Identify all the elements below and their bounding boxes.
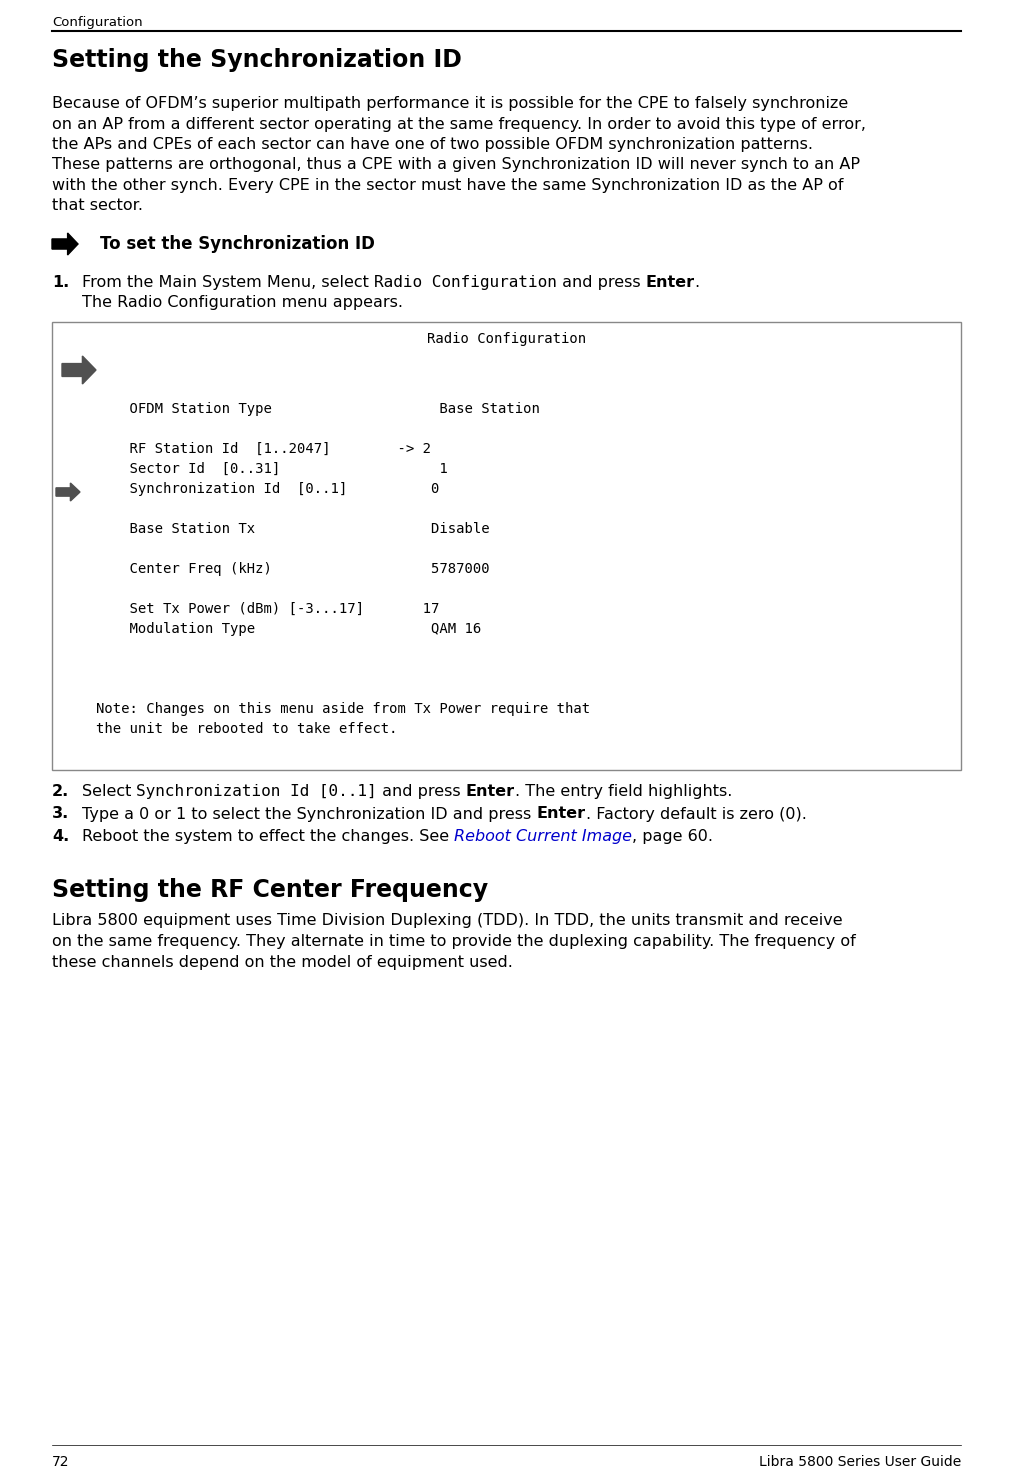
Text: Because of OFDM’s superior multipath performance it is possible for the CPE to f: Because of OFDM’s superior multipath per… [52, 96, 848, 111]
Text: the APs and CPEs of each sector can have one of two possible OFDM synchronizatio: the APs and CPEs of each sector can have… [52, 138, 813, 153]
Polygon shape [56, 483, 80, 501]
Text: 3.: 3. [52, 807, 69, 822]
Text: Enter: Enter [536, 807, 586, 822]
Text: Reboot the system to effect the changes. See: Reboot the system to effect the changes.… [82, 829, 454, 844]
Text: Base Station Tx                     Disable: Base Station Tx Disable [96, 521, 489, 536]
Text: Select: Select [82, 783, 137, 800]
Text: Sector Id  [0..31]                   1: Sector Id [0..31] 1 [96, 462, 448, 475]
Text: Setting the Synchronization ID: Setting the Synchronization ID [52, 47, 462, 73]
Text: Configuration: Configuration [52, 16, 143, 30]
FancyBboxPatch shape [52, 321, 961, 770]
Text: , page 60.: , page 60. [632, 829, 713, 844]
Text: and press: and press [377, 783, 466, 800]
Text: To set the Synchronization ID: To set the Synchronization ID [100, 235, 375, 253]
Text: Synchronization Id [0..1]: Synchronization Id [0..1] [137, 783, 377, 800]
Text: that sector.: that sector. [52, 198, 143, 213]
Text: Note: Changes on this menu aside from Tx Power require that: Note: Changes on this menu aside from Tx… [96, 702, 591, 715]
Text: Libra 5800 equipment uses Time Division Duplexing (TDD). In TDD, the units trans: Libra 5800 equipment uses Time Division … [52, 914, 843, 929]
Text: these channels depend on the model of equipment used.: these channels depend on the model of eq… [52, 954, 513, 970]
Text: 72: 72 [52, 1454, 70, 1469]
Text: 4.: 4. [52, 829, 69, 844]
Text: Modulation Type                     QAM 16: Modulation Type QAM 16 [96, 622, 481, 635]
Text: on the same frequency. They alternate in time to provide the duplexing capabilit: on the same frequency. They alternate in… [52, 935, 856, 949]
Polygon shape [52, 233, 78, 255]
Text: Radio Configuration: Radio Configuration [374, 275, 557, 290]
Text: Radio Configuration: Radio Configuration [426, 332, 587, 347]
Text: .: . [695, 275, 700, 290]
Text: These patterns are orthogonal, thus a CPE with a given Synchronization ID will n: These patterns are orthogonal, thus a CP… [52, 157, 860, 172]
Text: From the Main System Menu, select: From the Main System Menu, select [82, 275, 374, 290]
Text: on an AP from a different sector operating at the same frequency. In order to av: on an AP from a different sector operati… [52, 117, 866, 132]
Text: Type a 0 or 1 to select the Synchronization ID and press: Type a 0 or 1 to select the Synchronizat… [82, 807, 536, 822]
Text: with the other synch. Every CPE in the sector must have the same Synchronization: with the other synch. Every CPE in the s… [52, 178, 844, 193]
Text: RF Station Id  [1..2047]        -> 2: RF Station Id [1..2047] -> 2 [96, 441, 431, 456]
Text: 2.: 2. [52, 783, 69, 800]
Text: Enter: Enter [466, 783, 515, 800]
Text: OFDM Station Type                    Base Station: OFDM Station Type Base Station [96, 401, 540, 416]
Text: Reboot Current Image: Reboot Current Image [454, 829, 632, 844]
Text: The Radio Configuration menu appears.: The Radio Configuration menu appears. [82, 296, 403, 311]
Text: . The entry field highlights.: . The entry field highlights. [515, 783, 732, 800]
Text: Synchronization Id  [0..1]          0: Synchronization Id [0..1] 0 [96, 481, 440, 496]
Text: and press: and press [557, 275, 645, 290]
Text: Enter: Enter [645, 275, 695, 290]
Polygon shape [62, 355, 96, 384]
Text: Setting the RF Center Frequency: Setting the RF Center Frequency [52, 878, 488, 902]
Text: . Factory default is zero (0).: . Factory default is zero (0). [586, 807, 806, 822]
Text: the unit be rebooted to take effect.: the unit be rebooted to take effect. [96, 723, 397, 736]
Text: Libra 5800 Series User Guide: Libra 5800 Series User Guide [759, 1454, 961, 1469]
Text: 1.: 1. [52, 275, 69, 290]
Text: Set Tx Power (dBm) [-3...17]       17: Set Tx Power (dBm) [-3...17] 17 [96, 601, 440, 616]
Text: Center Freq (kHz)                   5787000: Center Freq (kHz) 5787000 [96, 561, 489, 576]
